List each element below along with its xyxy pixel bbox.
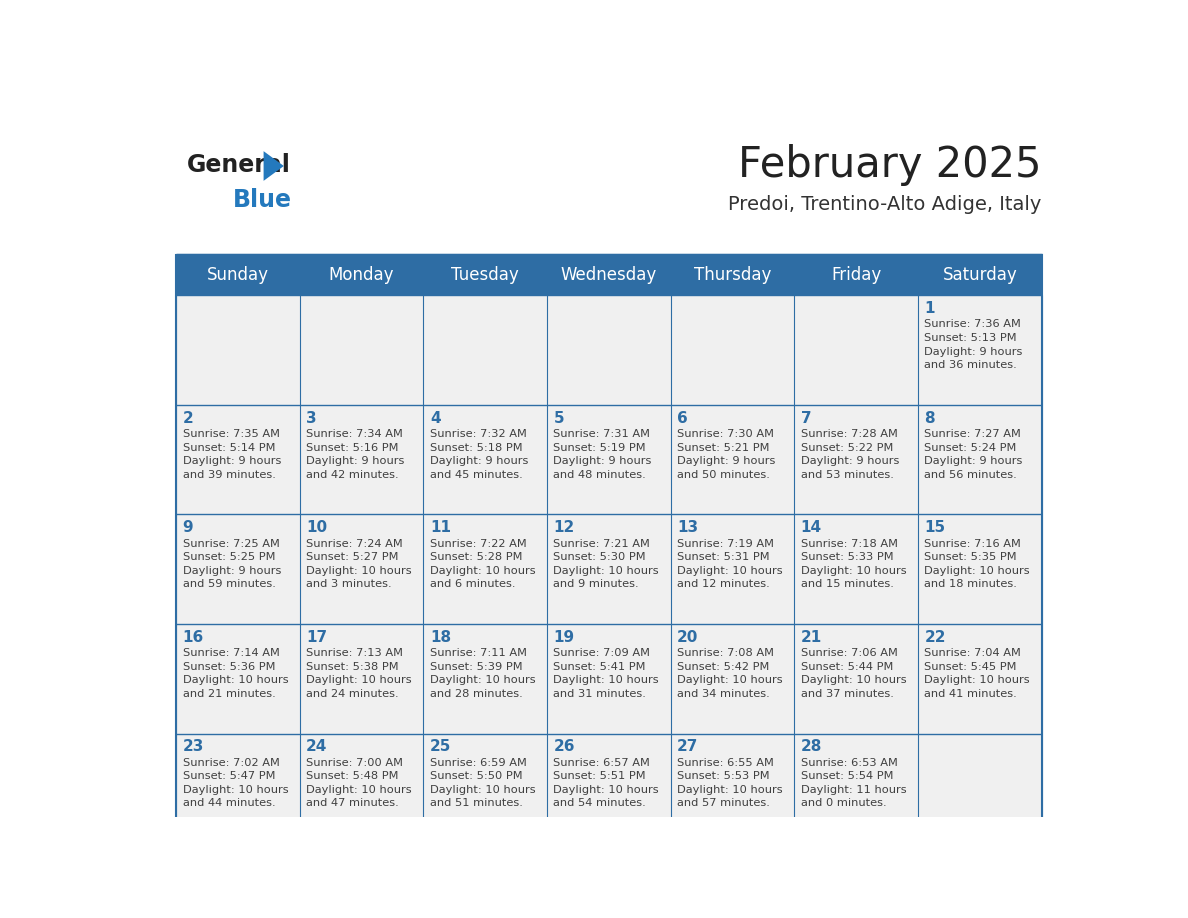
Text: 3: 3 bbox=[307, 410, 317, 426]
Text: 18: 18 bbox=[430, 630, 451, 644]
Text: Sunrise: 7:24 AM
Sunset: 5:27 PM
Daylight: 10 hours
and 3 minutes.: Sunrise: 7:24 AM Sunset: 5:27 PM Dayligh… bbox=[307, 539, 412, 589]
Text: 14: 14 bbox=[801, 521, 822, 535]
Text: Sunday: Sunday bbox=[207, 266, 268, 285]
Text: Sunrise: 7:32 AM
Sunset: 5:18 PM
Daylight: 9 hours
and 45 minutes.: Sunrise: 7:32 AM Sunset: 5:18 PM Dayligh… bbox=[430, 429, 529, 480]
Text: Sunrise: 7:09 AM
Sunset: 5:41 PM
Daylight: 10 hours
and 31 minutes.: Sunrise: 7:09 AM Sunset: 5:41 PM Dayligh… bbox=[554, 648, 659, 699]
Text: Sunrise: 7:21 AM
Sunset: 5:30 PM
Daylight: 10 hours
and 9 minutes.: Sunrise: 7:21 AM Sunset: 5:30 PM Dayligh… bbox=[554, 539, 659, 589]
Text: 22: 22 bbox=[924, 630, 946, 644]
Text: 26: 26 bbox=[554, 739, 575, 755]
Text: 27: 27 bbox=[677, 739, 699, 755]
Bar bbox=[176, 255, 1042, 843]
Text: Sunrise: 7:34 AM
Sunset: 5:16 PM
Daylight: 9 hours
and 42 minutes.: Sunrise: 7:34 AM Sunset: 5:16 PM Dayligh… bbox=[307, 429, 405, 480]
Text: Sunrise: 6:55 AM
Sunset: 5:53 PM
Daylight: 10 hours
and 57 minutes.: Sunrise: 6:55 AM Sunset: 5:53 PM Dayligh… bbox=[677, 757, 783, 809]
Text: 19: 19 bbox=[554, 630, 575, 644]
Text: Sunrise: 6:53 AM
Sunset: 5:54 PM
Daylight: 11 hours
and 0 minutes.: Sunrise: 6:53 AM Sunset: 5:54 PM Dayligh… bbox=[801, 757, 906, 809]
Bar bbox=[176, 733, 1042, 843]
Text: Sunrise: 7:36 AM
Sunset: 5:13 PM
Daylight: 9 hours
and 36 minutes.: Sunrise: 7:36 AM Sunset: 5:13 PM Dayligh… bbox=[924, 319, 1023, 370]
Text: 9: 9 bbox=[183, 521, 194, 535]
Text: 1: 1 bbox=[924, 301, 935, 316]
Text: 24: 24 bbox=[307, 739, 328, 755]
Text: 13: 13 bbox=[677, 521, 699, 535]
Text: Saturday: Saturday bbox=[942, 266, 1017, 285]
Text: Sunrise: 7:31 AM
Sunset: 5:19 PM
Daylight: 9 hours
and 48 minutes.: Sunrise: 7:31 AM Sunset: 5:19 PM Dayligh… bbox=[554, 429, 652, 480]
Text: Sunrise: 7:16 AM
Sunset: 5:35 PM
Daylight: 10 hours
and 18 minutes.: Sunrise: 7:16 AM Sunset: 5:35 PM Dayligh… bbox=[924, 539, 1030, 589]
Bar bbox=[176, 624, 1042, 733]
Text: 4: 4 bbox=[430, 410, 441, 426]
Text: Sunrise: 7:14 AM
Sunset: 5:36 PM
Daylight: 10 hours
and 21 minutes.: Sunrise: 7:14 AM Sunset: 5:36 PM Dayligh… bbox=[183, 648, 289, 699]
Text: 17: 17 bbox=[307, 630, 328, 644]
Bar bbox=[176, 296, 1042, 405]
Bar bbox=[176, 514, 1042, 624]
Text: Sunrise: 7:35 AM
Sunset: 5:14 PM
Daylight: 9 hours
and 39 minutes.: Sunrise: 7:35 AM Sunset: 5:14 PM Dayligh… bbox=[183, 429, 280, 480]
Text: Tuesday: Tuesday bbox=[451, 266, 519, 285]
Text: Sunrise: 7:19 AM
Sunset: 5:31 PM
Daylight: 10 hours
and 12 minutes.: Sunrise: 7:19 AM Sunset: 5:31 PM Dayligh… bbox=[677, 539, 783, 589]
Text: 6: 6 bbox=[677, 410, 688, 426]
Text: Sunrise: 7:08 AM
Sunset: 5:42 PM
Daylight: 10 hours
and 34 minutes.: Sunrise: 7:08 AM Sunset: 5:42 PM Dayligh… bbox=[677, 648, 783, 699]
Text: 23: 23 bbox=[183, 739, 204, 755]
Text: 8: 8 bbox=[924, 410, 935, 426]
Text: 15: 15 bbox=[924, 521, 946, 535]
Text: Sunrise: 7:00 AM
Sunset: 5:48 PM
Daylight: 10 hours
and 47 minutes.: Sunrise: 7:00 AM Sunset: 5:48 PM Dayligh… bbox=[307, 757, 412, 809]
Text: General: General bbox=[188, 152, 291, 176]
Text: 7: 7 bbox=[801, 410, 811, 426]
Text: Sunrise: 7:22 AM
Sunset: 5:28 PM
Daylight: 10 hours
and 6 minutes.: Sunrise: 7:22 AM Sunset: 5:28 PM Dayligh… bbox=[430, 539, 536, 589]
Text: Blue: Blue bbox=[233, 188, 292, 212]
Text: Sunrise: 6:57 AM
Sunset: 5:51 PM
Daylight: 10 hours
and 54 minutes.: Sunrise: 6:57 AM Sunset: 5:51 PM Dayligh… bbox=[554, 757, 659, 809]
Text: Sunrise: 7:13 AM
Sunset: 5:38 PM
Daylight: 10 hours
and 24 minutes.: Sunrise: 7:13 AM Sunset: 5:38 PM Dayligh… bbox=[307, 648, 412, 699]
Text: Friday: Friday bbox=[830, 266, 881, 285]
Text: Sunrise: 7:06 AM
Sunset: 5:44 PM
Daylight: 10 hours
and 37 minutes.: Sunrise: 7:06 AM Sunset: 5:44 PM Dayligh… bbox=[801, 648, 906, 699]
Text: 28: 28 bbox=[801, 739, 822, 755]
Text: 10: 10 bbox=[307, 521, 328, 535]
Text: February 2025: February 2025 bbox=[738, 144, 1042, 186]
Text: Sunrise: 7:11 AM
Sunset: 5:39 PM
Daylight: 10 hours
and 28 minutes.: Sunrise: 7:11 AM Sunset: 5:39 PM Dayligh… bbox=[430, 648, 536, 699]
Text: 16: 16 bbox=[183, 630, 204, 644]
Text: 25: 25 bbox=[430, 739, 451, 755]
Text: Sunrise: 7:04 AM
Sunset: 5:45 PM
Daylight: 10 hours
and 41 minutes.: Sunrise: 7:04 AM Sunset: 5:45 PM Dayligh… bbox=[924, 648, 1030, 699]
Text: 12: 12 bbox=[554, 521, 575, 535]
Text: Sunrise: 7:25 AM
Sunset: 5:25 PM
Daylight: 9 hours
and 59 minutes.: Sunrise: 7:25 AM Sunset: 5:25 PM Dayligh… bbox=[183, 539, 280, 589]
Text: Sunrise: 7:30 AM
Sunset: 5:21 PM
Daylight: 9 hours
and 50 minutes.: Sunrise: 7:30 AM Sunset: 5:21 PM Dayligh… bbox=[677, 429, 776, 480]
Text: Sunrise: 7:28 AM
Sunset: 5:22 PM
Daylight: 9 hours
and 53 minutes.: Sunrise: 7:28 AM Sunset: 5:22 PM Dayligh… bbox=[801, 429, 899, 480]
Text: 21: 21 bbox=[801, 630, 822, 644]
Bar bbox=[176, 405, 1042, 514]
Text: 11: 11 bbox=[430, 521, 450, 535]
Polygon shape bbox=[264, 151, 284, 181]
Text: 20: 20 bbox=[677, 630, 699, 644]
Bar bbox=[176, 255, 1042, 296]
Text: Sunrise: 7:27 AM
Sunset: 5:24 PM
Daylight: 9 hours
and 56 minutes.: Sunrise: 7:27 AM Sunset: 5:24 PM Dayligh… bbox=[924, 429, 1023, 480]
Text: Sunrise: 6:59 AM
Sunset: 5:50 PM
Daylight: 10 hours
and 51 minutes.: Sunrise: 6:59 AM Sunset: 5:50 PM Dayligh… bbox=[430, 757, 536, 809]
Text: Thursday: Thursday bbox=[694, 266, 771, 285]
Text: Wednesday: Wednesday bbox=[561, 266, 657, 285]
Text: Monday: Monday bbox=[329, 266, 394, 285]
Text: Sunrise: 7:18 AM
Sunset: 5:33 PM
Daylight: 10 hours
and 15 minutes.: Sunrise: 7:18 AM Sunset: 5:33 PM Dayligh… bbox=[801, 539, 906, 589]
Text: Predoi, Trentino-Alto Adige, Italy: Predoi, Trentino-Alto Adige, Italy bbox=[728, 195, 1042, 214]
Text: 2: 2 bbox=[183, 410, 194, 426]
Text: Sunrise: 7:02 AM
Sunset: 5:47 PM
Daylight: 10 hours
and 44 minutes.: Sunrise: 7:02 AM Sunset: 5:47 PM Dayligh… bbox=[183, 757, 289, 809]
Text: 5: 5 bbox=[554, 410, 564, 426]
